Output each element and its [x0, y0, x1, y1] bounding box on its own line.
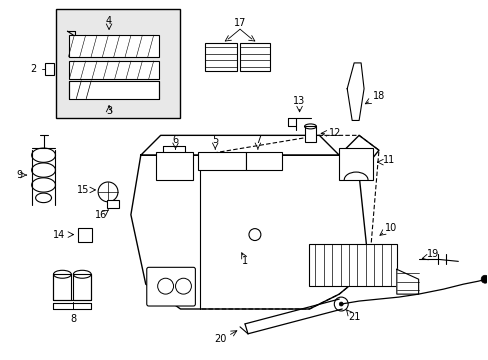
Text: 17: 17	[233, 18, 246, 28]
Text: 2: 2	[30, 64, 37, 74]
Text: 21: 21	[347, 312, 360, 322]
Text: 14: 14	[53, 230, 65, 239]
Polygon shape	[200, 135, 378, 309]
Text: 6: 6	[172, 135, 178, 145]
FancyBboxPatch shape	[73, 274, 91, 300]
FancyBboxPatch shape	[44, 63, 54, 75]
Circle shape	[480, 275, 488, 283]
FancyBboxPatch shape	[56, 9, 180, 118]
Text: 4: 4	[106, 16, 112, 26]
Text: 10: 10	[384, 222, 396, 233]
Text: 11: 11	[382, 155, 394, 165]
FancyBboxPatch shape	[245, 152, 281, 170]
Text: 15: 15	[77, 185, 89, 195]
FancyBboxPatch shape	[107, 200, 119, 208]
FancyBboxPatch shape	[198, 152, 245, 170]
FancyBboxPatch shape	[69, 61, 158, 79]
Text: 16: 16	[95, 210, 107, 220]
Text: 19: 19	[427, 249, 439, 260]
FancyBboxPatch shape	[339, 148, 372, 180]
FancyBboxPatch shape	[309, 244, 396, 286]
Text: 3: 3	[106, 105, 112, 116]
FancyBboxPatch shape	[240, 43, 269, 71]
Polygon shape	[141, 135, 339, 155]
Polygon shape	[346, 63, 364, 121]
Text: 20: 20	[214, 334, 226, 344]
Text: 7: 7	[254, 135, 261, 145]
Circle shape	[339, 302, 343, 306]
FancyBboxPatch shape	[69, 35, 158, 57]
Polygon shape	[131, 155, 368, 309]
Text: 9: 9	[17, 170, 23, 180]
FancyBboxPatch shape	[53, 274, 71, 300]
Text: 13: 13	[293, 96, 305, 105]
FancyBboxPatch shape	[69, 81, 158, 99]
FancyBboxPatch shape	[205, 43, 237, 71]
Text: 8: 8	[70, 314, 76, 324]
Polygon shape	[339, 135, 378, 175]
Text: 12: 12	[328, 129, 341, 138]
Polygon shape	[396, 269, 418, 294]
FancyBboxPatch shape	[78, 228, 92, 242]
FancyBboxPatch shape	[155, 152, 193, 180]
Text: 18: 18	[372, 91, 384, 101]
FancyBboxPatch shape	[146, 267, 195, 306]
FancyBboxPatch shape	[304, 126, 316, 142]
Text: 5: 5	[212, 135, 218, 145]
Text: 1: 1	[242, 256, 247, 266]
